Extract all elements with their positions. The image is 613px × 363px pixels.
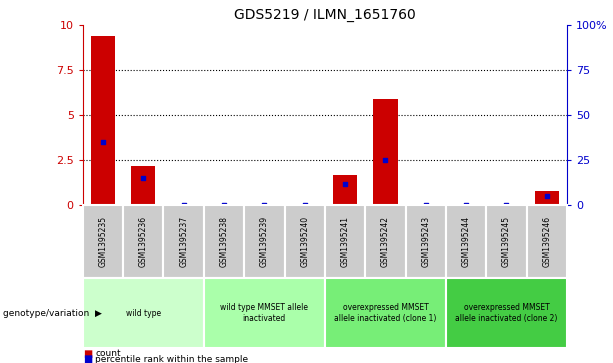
Text: GSM1395240: GSM1395240 [300, 216, 309, 267]
Point [179, 202, 189, 208]
Text: percentile rank within the sample: percentile rank within the sample [95, 355, 248, 363]
Point [421, 202, 431, 208]
Text: overexpressed MMSET
allele inactivated (clone 2): overexpressed MMSET allele inactivated (… [455, 303, 558, 323]
Point [139, 175, 148, 181]
Text: GSM1395236: GSM1395236 [139, 216, 148, 267]
Text: GSM1395244: GSM1395244 [462, 216, 471, 267]
Text: GSM1395235: GSM1395235 [99, 216, 107, 267]
Point [501, 202, 511, 208]
Text: GSM1395237: GSM1395237 [179, 216, 188, 267]
Text: ■: ■ [83, 349, 92, 359]
Text: GSM1395239: GSM1395239 [260, 216, 269, 267]
Text: wild type MMSET allele
inactivated: wild type MMSET allele inactivated [220, 303, 308, 323]
Text: ■: ■ [83, 354, 92, 363]
Text: genotype/variation  ▶: genotype/variation ▶ [3, 309, 102, 318]
Text: GSM1395242: GSM1395242 [381, 216, 390, 267]
Text: GSM1395246: GSM1395246 [543, 216, 551, 267]
Point [219, 202, 229, 208]
Point [381, 157, 390, 163]
Text: GSM1395245: GSM1395245 [502, 216, 511, 267]
Bar [333, 175, 357, 205]
Text: GSM1395243: GSM1395243 [421, 216, 430, 267]
Text: count: count [95, 350, 121, 358]
Point [340, 181, 350, 187]
Bar [131, 166, 155, 205]
Title: GDS5219 / ILMN_1651760: GDS5219 / ILMN_1651760 [234, 8, 416, 22]
Bar [91, 36, 115, 205]
Point [259, 202, 269, 208]
Text: overexpressed MMSET
allele inactivated (clone 1): overexpressed MMSET allele inactivated (… [334, 303, 436, 323]
Bar [373, 99, 397, 205]
Point [98, 139, 108, 145]
Text: GSM1395238: GSM1395238 [219, 216, 229, 267]
Bar [535, 191, 559, 205]
Point [300, 202, 310, 208]
Text: wild type: wild type [126, 309, 161, 318]
Point [542, 193, 552, 199]
Point [461, 202, 471, 208]
Text: GSM1395241: GSM1395241 [341, 216, 349, 267]
